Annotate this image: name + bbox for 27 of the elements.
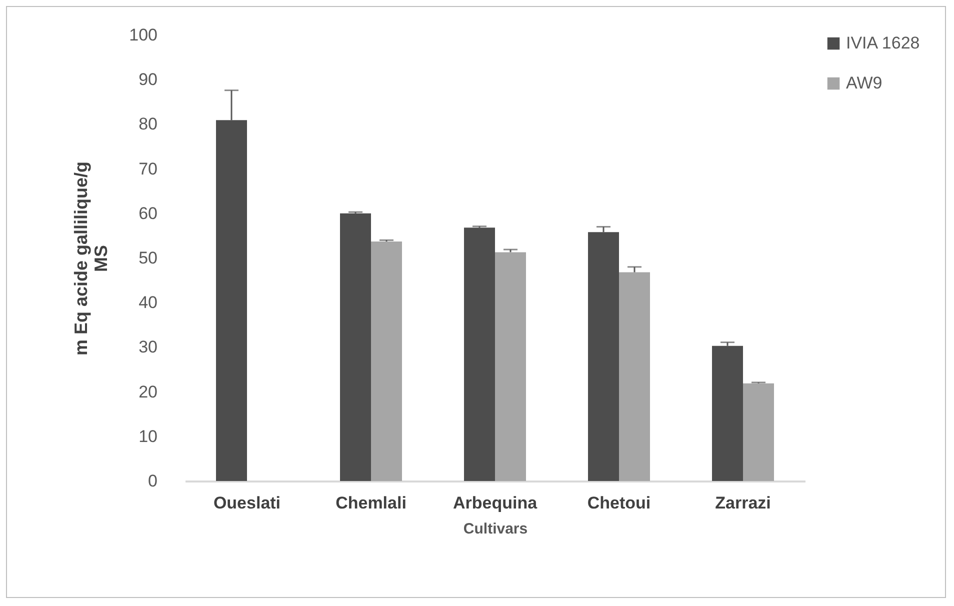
bar — [371, 242, 402, 481]
x-tick-label: Oueslati — [213, 494, 281, 512]
y-tick-label: 100 — [129, 26, 158, 44]
y-axis-title: m Eq acide gallilique/g MS — [71, 161, 112, 356]
y-tick-label: 40 — [138, 293, 158, 312]
legend-label: IVIA 1628 — [846, 34, 920, 52]
y-tick-label: 30 — [138, 338, 158, 357]
x-tick-label: Arbequina — [452, 494, 538, 512]
y-tick-label: 20 — [138, 382, 158, 402]
y-tick-label: 70 — [138, 159, 158, 178]
legend-label: AW9 — [846, 74, 882, 92]
bar — [340, 213, 371, 481]
bar — [712, 346, 743, 481]
y-tick-label: 10 — [138, 426, 158, 446]
x-axis-title: Cultivars — [463, 520, 528, 538]
y-tick-label: 60 — [138, 204, 158, 223]
x-tick-label: Zarrazi — [715, 494, 771, 512]
bar — [464, 228, 495, 481]
x-tick-label: Chetoui — [587, 494, 651, 512]
y-tick-label: 80 — [138, 114, 158, 134]
y-tick-label: 90 — [138, 70, 158, 90]
y-tick-label: 0 — [148, 472, 158, 490]
x-tick-label: Chemlali — [336, 494, 406, 512]
bar — [495, 252, 526, 481]
bar — [619, 272, 650, 481]
y-tick-label: 50 — [138, 248, 158, 268]
bar — [743, 383, 774, 481]
